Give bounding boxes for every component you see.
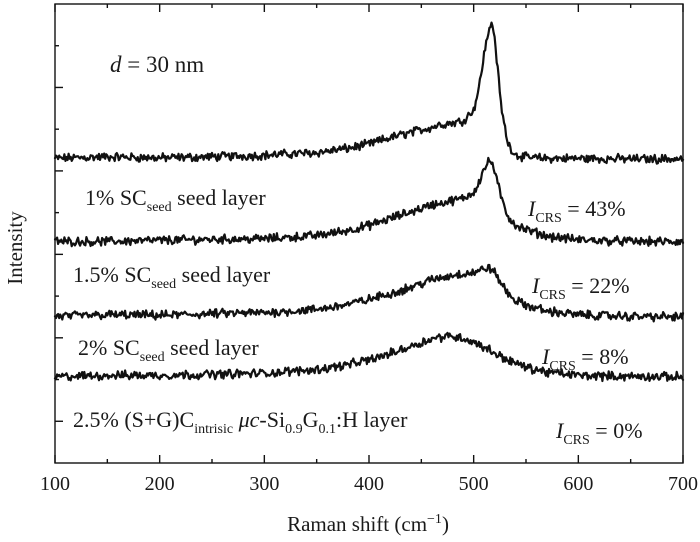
y-axis-title: Intensity xyxy=(3,211,27,285)
x-tick-label: 300 xyxy=(249,473,279,495)
spectrum-line-1 xyxy=(53,21,685,165)
axis-ticks: 100 200 300 400 500 600 700 xyxy=(40,4,698,495)
series-2-label: 1.5% SCseed seed layer xyxy=(73,262,271,292)
x-tick-label: 500 xyxy=(459,473,489,495)
series-4-label: 2.5% (S+G)Cintrisic μc-Si0.9G0.1:H layer xyxy=(73,407,408,437)
spectrum-line-2 xyxy=(53,156,685,248)
thickness-annotation: d = 30 nm xyxy=(110,52,204,77)
x-tick-label: 400 xyxy=(354,473,384,495)
spectrum-line-4 xyxy=(53,331,685,383)
x-axis-title: Raman shift (cm−1) xyxy=(287,512,449,536)
series-1-icrs-label: ICRS = 43% xyxy=(527,196,626,226)
spectra-curves xyxy=(53,21,685,383)
x-tick-label: 100 xyxy=(40,473,70,495)
x-tick-label: 700 xyxy=(668,473,698,495)
series-4-icrs-label: ICRS = 0% xyxy=(555,418,643,448)
series-1-label: 1% SCseed seed layer xyxy=(85,185,266,215)
spectrum-line-3 xyxy=(53,263,685,323)
x-tick-label: 200 xyxy=(145,473,175,495)
series-3-label: 2% SCseed seed layer xyxy=(78,335,259,365)
x-tick-label: 600 xyxy=(563,473,593,495)
series-2-icrs-label: ICRS = 22% xyxy=(531,273,630,303)
series-3-icrs-label: ICRS = 8% xyxy=(541,344,629,374)
